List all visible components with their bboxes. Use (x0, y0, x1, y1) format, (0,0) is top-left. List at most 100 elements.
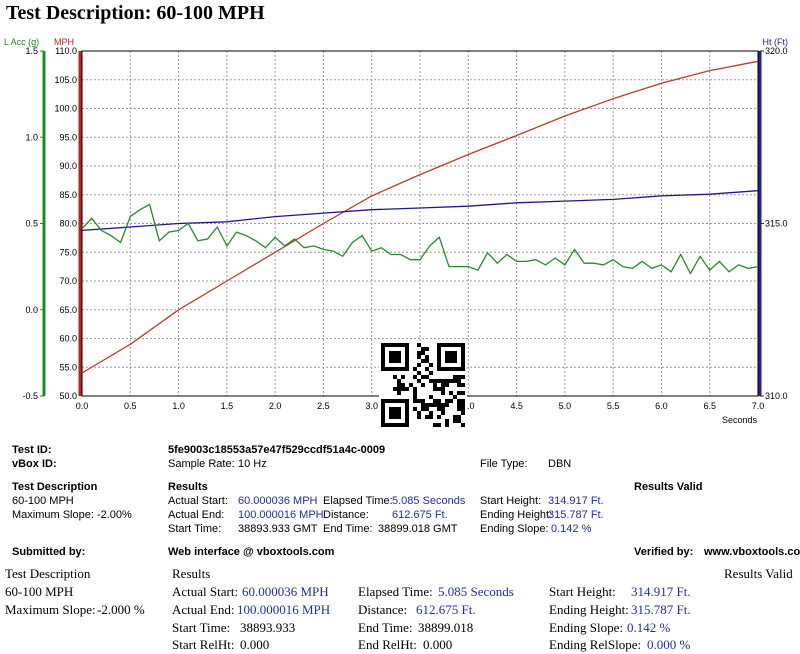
qr-module (441, 403, 445, 407)
lower-max-slope-label: Maximum Slope: (5, 602, 96, 617)
lower-elapsed-value: 5.085 Seconds (438, 584, 514, 599)
file-type-value: DBN (548, 458, 572, 470)
start-height-label: Start Height: (480, 495, 542, 507)
ht-tick-label: 315.0 (765, 219, 788, 229)
lower-start-relht-label: Start RelHt: (172, 637, 235, 652)
qr-module (397, 383, 401, 387)
qr-module (413, 367, 417, 371)
lacc-tick-label: -0.5 (22, 391, 38, 401)
actual-end-label: Actual End: (168, 509, 225, 521)
lacc-tick-label: 0.0 (25, 305, 38, 315)
x-tick-label: 5.0 (559, 401, 572, 411)
qr-module (401, 383, 405, 387)
test-id-value: 5fe9003c18553a57e47f529ccdf51a4c-0009 (168, 444, 386, 456)
qr-module (449, 399, 453, 403)
lower-start-time-value: 38893.933 (240, 620, 296, 635)
qr-module (429, 371, 433, 375)
qr-module (405, 387, 409, 391)
qr-module (433, 403, 437, 407)
actual-start-value: 60.000036 MPH (238, 495, 318, 507)
qr-module (437, 423, 441, 427)
qr-module (457, 403, 461, 407)
qr-module (421, 351, 425, 355)
lower-end-time-value: 38899.018 (418, 620, 474, 635)
lower-ending-slope-value: 0.142 % (627, 620, 671, 635)
mph-tick-label: 65.0 (59, 305, 77, 315)
mph-tick-label: 80.0 (59, 219, 77, 229)
lacc-tick-label: 1.0 (25, 132, 38, 142)
lower-elapsed-label: Elapsed Time: (358, 584, 433, 599)
lower-ending-height-value: 315.787 Ft. (631, 602, 691, 617)
mph-tick-label: 75.0 (59, 247, 77, 257)
qr-module (417, 399, 421, 403)
elapsed-label: Elapsed Time: (323, 495, 393, 507)
qr-module (421, 403, 425, 407)
lower-actual-end-label: Actual End: (172, 602, 235, 617)
lower-end-relht-value: 0.000 (423, 637, 453, 652)
ht-tick-label: 320.0 (765, 46, 788, 56)
qr-module (441, 387, 445, 391)
qr-module (413, 399, 417, 403)
sample-rate-label: Sample Rate: (168, 458, 235, 470)
qr-module (437, 387, 441, 391)
ht-axis-label: Ht (Ft) (763, 37, 789, 47)
series-line (81, 203, 759, 275)
qr-module (425, 359, 429, 363)
end-time-label: End Time: (323, 523, 373, 535)
lower-ending-slope-label: Ending Slope: (549, 620, 624, 635)
distance-label: Distance: (323, 509, 369, 521)
qr-module (425, 403, 429, 407)
ending-height-label: Ending Height: (480, 509, 553, 521)
elapsed-value: 5.085 Seconds (392, 495, 466, 507)
qr-module (461, 375, 465, 379)
qr-module (397, 391, 401, 395)
verified-by-value: www.vboxtools.com (704, 546, 800, 558)
actual-end-value: 100.000016 MPH (238, 509, 324, 521)
max-slope-value: Maximum Slope: -2.00% (12, 509, 132, 521)
lower-ending-height-label: Ending Height: (549, 602, 629, 617)
x-tick-label: 2.0 (269, 401, 282, 411)
mph-tick-label: 90.0 (59, 161, 77, 171)
qr-module (409, 383, 413, 387)
qr-module (437, 407, 441, 411)
qr-module (449, 379, 453, 383)
x-axis-label: Seconds (722, 415, 758, 425)
chart: 0.00.51.01.52.02.53.03.54.04.55.05.56.06… (4, 37, 789, 429)
lacc-tick-label: 1.5 (25, 46, 38, 56)
qr-module (445, 383, 449, 387)
qr-module (461, 403, 465, 407)
qr-module (425, 347, 429, 351)
qr-module (429, 395, 433, 399)
qr-module (433, 383, 437, 387)
start-time-label: Start Time: (168, 523, 222, 535)
qr-module (437, 379, 441, 383)
series-line (81, 60, 759, 374)
results-heading: Results (168, 481, 208, 493)
mph-tick-label: 60.0 (59, 334, 77, 344)
qr-module (429, 379, 433, 383)
qr-module (461, 399, 465, 403)
x-tick-label: 3.0 (365, 401, 378, 411)
page-title: Test Description: 60-100 MPH (6, 2, 265, 24)
qr-module (453, 419, 457, 423)
test-id-label: Test ID: (12, 444, 52, 456)
qr-module (453, 415, 457, 419)
qr-module (421, 407, 425, 411)
qr-module (417, 415, 421, 419)
qr-module (401, 387, 405, 391)
qr-module (457, 415, 461, 419)
qr-module (433, 399, 437, 403)
x-tick-label: 0.5 (124, 401, 137, 411)
lower-distance-value: 612.675 Ft. (416, 602, 476, 617)
qr-module (457, 379, 461, 383)
qr-module (429, 415, 433, 419)
qr-module (425, 367, 429, 371)
end-time-value: 38899.018 GMT (378, 523, 458, 535)
sample-rate-value: 10 Hz (238, 458, 267, 470)
mph-tick-label: 95.0 (59, 132, 77, 142)
lower-max-slope-value: -2.000 % (97, 602, 145, 617)
qr-module (421, 383, 425, 387)
distance-value: 612.675 Ft. (392, 509, 448, 521)
lower-actual-end-value: 100.000016 MPH (237, 602, 331, 617)
qr-module (421, 359, 425, 363)
